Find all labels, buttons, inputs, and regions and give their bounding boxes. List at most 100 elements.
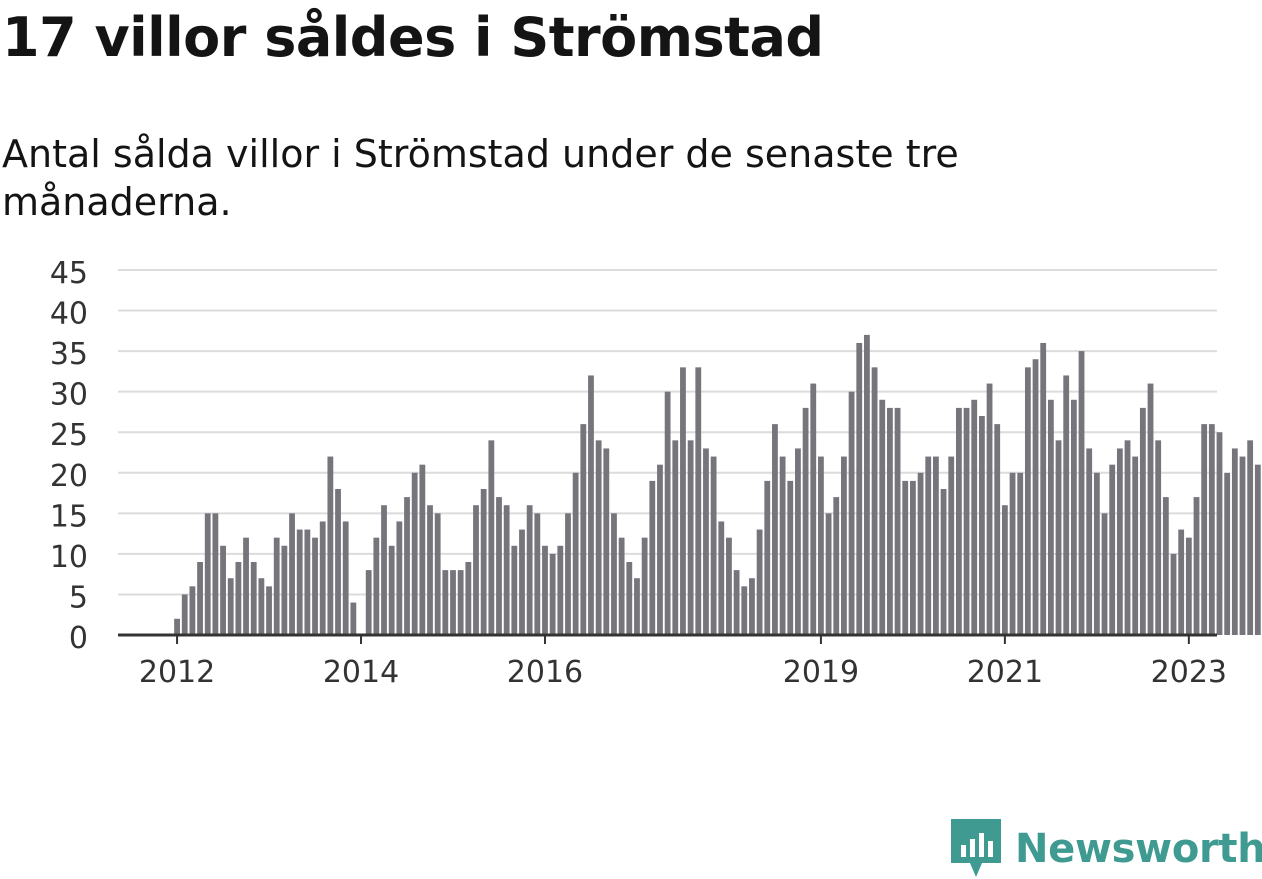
bar — [427, 505, 433, 635]
bar — [565, 513, 571, 635]
bar — [381, 505, 387, 635]
bar — [680, 367, 686, 635]
bar — [818, 456, 824, 635]
bar — [611, 513, 617, 635]
bar — [511, 545, 518, 635]
bar — [480, 489, 487, 635]
bar — [994, 424, 1001, 635]
bar — [1001, 505, 1008, 635]
y-tick-label: 40 — [50, 297, 88, 332]
bar — [933, 456, 939, 635]
bar — [741, 586, 748, 635]
x-tick-label: 2016 — [507, 655, 583, 690]
bar — [1070, 399, 1077, 635]
bar — [327, 456, 334, 635]
bar — [710, 456, 717, 635]
x-tick-label: 2021 — [967, 655, 1043, 690]
bar — [641, 537, 648, 635]
bar — [910, 480, 916, 635]
bar — [1063, 375, 1070, 635]
bar — [365, 570, 372, 635]
y-tick-label: 30 — [50, 378, 88, 413]
bar — [772, 424, 778, 635]
bar-chart: 0 5 10 15 20 25 30 35 40 45 2012 2014 2016 2019 2021 2… — [50, 256, 1261, 690]
bar — [618, 537, 625, 635]
bar — [841, 456, 847, 635]
bar — [1032, 359, 1039, 635]
bar — [749, 578, 755, 635]
bar — [549, 553, 556, 635]
bar — [1254, 464, 1261, 635]
bar — [1185, 537, 1192, 635]
bar — [848, 391, 855, 635]
bar — [396, 521, 403, 635]
bar — [1231, 448, 1238, 635]
x-tick-label: 2012 — [139, 655, 215, 690]
bar — [572, 472, 579, 635]
bar — [779, 456, 786, 635]
bar — [1055, 440, 1062, 635]
bar — [787, 480, 794, 635]
bar — [350, 602, 357, 635]
bar — [1132, 456, 1139, 635]
bar — [649, 480, 656, 635]
bar — [488, 440, 495, 635]
y-tick-label: 0 — [69, 621, 88, 656]
x-tick-label: 2023 — [1151, 655, 1227, 690]
bar — [1086, 448, 1093, 635]
bar — [603, 448, 610, 635]
bar — [335, 489, 341, 635]
bar — [802, 407, 809, 635]
bar — [695, 367, 702, 635]
bar — [871, 367, 878, 635]
y-tick-label: 25 — [50, 418, 88, 453]
bars — [174, 334, 1261, 635]
bar — [220, 545, 226, 635]
bar — [925, 456, 932, 635]
bar — [825, 513, 832, 635]
bar — [879, 399, 886, 635]
bar — [304, 529, 311, 635]
bar — [243, 537, 249, 635]
bar — [473, 505, 479, 635]
bar — [557, 545, 564, 635]
bar — [1040, 343, 1047, 635]
bar — [726, 537, 732, 635]
bar — [664, 391, 671, 635]
bar — [1093, 472, 1100, 635]
bar — [273, 537, 280, 635]
bar — [580, 424, 587, 635]
x-tick-label: 2019 — [783, 655, 859, 690]
bar — [197, 562, 203, 635]
bar — [227, 578, 234, 635]
bar — [450, 570, 456, 635]
bar — [1116, 448, 1123, 635]
bar — [1201, 424, 1208, 635]
bar — [764, 480, 771, 635]
bar — [319, 521, 326, 635]
bar — [312, 537, 318, 635]
bar — [266, 586, 272, 635]
bar — [204, 513, 211, 635]
y-tick-label: 45 — [50, 256, 88, 291]
bar — [1124, 440, 1131, 635]
bar — [687, 440, 694, 635]
bar — [1162, 497, 1169, 635]
bar — [296, 529, 303, 635]
bar — [1139, 407, 1146, 635]
bar — [634, 578, 640, 635]
bar — [411, 472, 418, 635]
bar — [733, 570, 740, 635]
y-axis-ticks: 0 5 10 15 20 25 30 35 40 45 — [50, 256, 88, 656]
bar — [940, 489, 947, 635]
bar — [1239, 456, 1246, 635]
bar — [795, 448, 801, 635]
chart-subtitle: Antal sålda villor i Strömstad under de … — [2, 132, 959, 224]
bar — [1109, 464, 1116, 635]
bar — [289, 513, 295, 635]
bar — [1155, 440, 1162, 635]
bar — [1170, 553, 1177, 635]
bar — [1193, 497, 1200, 635]
bar — [1147, 383, 1154, 635]
bar — [1017, 472, 1024, 635]
